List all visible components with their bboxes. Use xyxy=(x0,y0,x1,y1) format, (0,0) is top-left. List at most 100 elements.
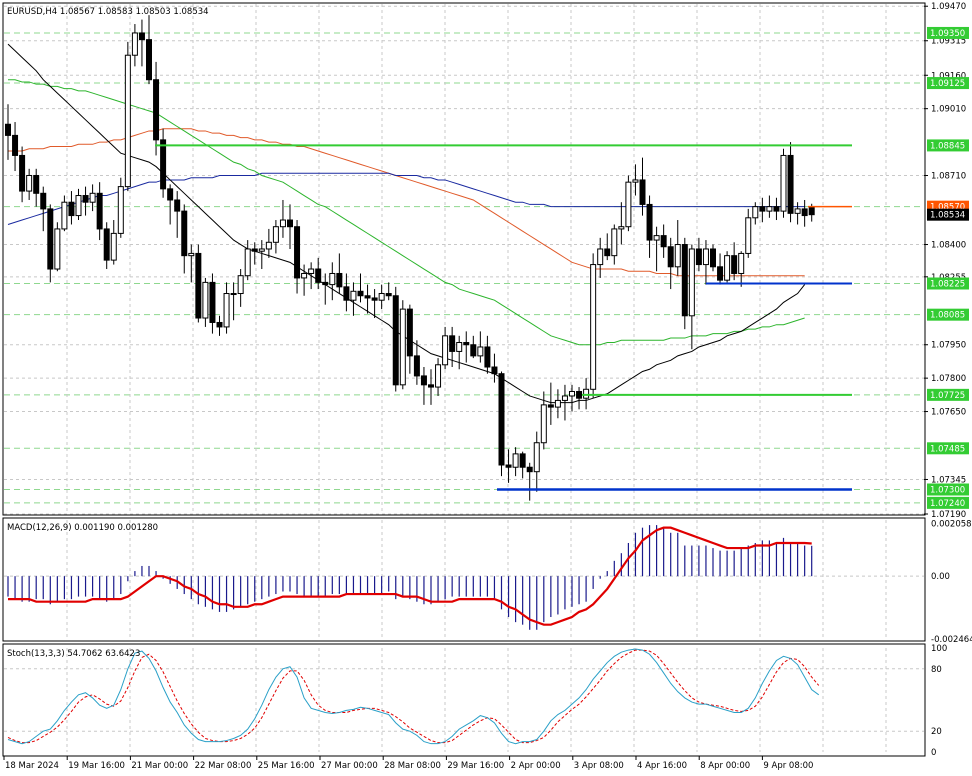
price-label: 1.07190 xyxy=(931,510,966,520)
macd-label: MACD(12,26,9) 0.001190 0.001280 xyxy=(7,523,158,533)
stoch-grid xyxy=(4,648,924,752)
price-tag-label: 1.07300 xyxy=(930,486,965,496)
time-label: 9 Apr 08:00 xyxy=(763,761,813,771)
candle-up xyxy=(435,364,442,388)
candle-up xyxy=(124,54,131,188)
price-label: 1.07345 xyxy=(931,475,966,485)
candle-down xyxy=(491,366,498,375)
price-tag-label: 1.07485 xyxy=(930,444,965,454)
time-label: 29 Mar 16:00 xyxy=(447,761,504,771)
candle-down xyxy=(216,321,223,328)
candle-down xyxy=(294,226,301,279)
candle-down xyxy=(96,192,103,230)
candle-up xyxy=(110,232,117,261)
stoch-lines xyxy=(7,648,820,745)
candle-down xyxy=(357,290,364,297)
price-panel[interactable] xyxy=(2,2,926,516)
price-tag-label: 1.08225 xyxy=(930,279,965,289)
candle-up xyxy=(202,281,209,319)
trend-lines[interactable] xyxy=(155,144,852,491)
candle-up xyxy=(569,391,575,397)
candle-up xyxy=(54,228,61,270)
price-tag-label: 1.08845 xyxy=(930,141,965,151)
time-label: 27 Mar 00:00 xyxy=(321,761,378,771)
price-label: 1.08710 xyxy=(931,171,966,181)
candle-down xyxy=(68,201,75,217)
candle-down xyxy=(343,286,350,301)
time-label: 4 Apr 16:00 xyxy=(637,761,687,771)
ma-red-line xyxy=(8,128,805,277)
price-tag xyxy=(927,496,969,509)
candle-up xyxy=(625,181,632,228)
price-tag xyxy=(927,139,969,152)
candle-down xyxy=(604,248,611,257)
candle-up xyxy=(89,192,96,203)
candle-up xyxy=(265,241,272,250)
stoch-axis: 100 80 20 0 xyxy=(931,644,947,758)
price-tag-label: 1.08570 xyxy=(930,203,965,213)
price-label: 1.09315 xyxy=(931,37,966,47)
candle-up xyxy=(117,186,124,234)
candle-down xyxy=(364,295,371,299)
candle-up xyxy=(583,388,590,399)
symbol-info: EURUSD,H4 1.08567 1.08583 1.08503 1.0853… xyxy=(7,7,209,17)
candle-up xyxy=(442,335,449,366)
price-axis: 1.09470 1.09315 1.09160 1.09010 1.08710 1.084… xyxy=(924,2,969,520)
candle-down xyxy=(576,391,583,399)
time-label: 25 Mar 16:00 xyxy=(258,761,315,771)
candle-up xyxy=(279,219,286,228)
price-label: 1.09160 xyxy=(931,71,966,81)
stoch-panel[interactable] xyxy=(2,643,926,757)
macd-histogram xyxy=(7,525,813,630)
candle-up xyxy=(794,208,801,214)
candle-down xyxy=(12,134,19,156)
ma-green-line xyxy=(8,79,805,346)
price-tag-label: 1.08534 xyxy=(930,211,965,221)
candle-up xyxy=(61,201,68,230)
candle-down xyxy=(413,355,420,377)
candle-down xyxy=(787,154,794,214)
candle-up xyxy=(653,235,660,241)
candlesticks[interactable] xyxy=(5,15,815,501)
price-tag-label: 1.09125 xyxy=(930,79,965,89)
candle-down xyxy=(428,384,434,388)
candle-up xyxy=(632,179,639,183)
candle-down xyxy=(710,248,716,268)
candle-up xyxy=(188,252,195,257)
candle-down xyxy=(392,295,399,386)
candle-up xyxy=(611,228,618,257)
candle-down xyxy=(336,272,343,288)
candle-up xyxy=(272,226,279,243)
candle-up xyxy=(512,453,519,468)
candle-up xyxy=(674,244,681,268)
moving-averages xyxy=(7,43,806,404)
candle-down xyxy=(251,248,258,252)
price-tag xyxy=(927,77,969,90)
macd-axis: 0.002058 0.00 -0.002464 xyxy=(931,520,972,645)
candle-down xyxy=(103,228,110,261)
price-tag xyxy=(927,26,969,39)
candle-up xyxy=(724,255,731,281)
candle-up xyxy=(752,206,759,219)
candle-up xyxy=(26,174,33,192)
candle-down xyxy=(660,235,667,248)
candle-down xyxy=(773,206,780,212)
candle-down xyxy=(759,206,766,212)
candle-down xyxy=(174,199,181,212)
candle-down xyxy=(646,203,653,241)
candle-down xyxy=(801,208,808,217)
price-label: 1.09010 xyxy=(931,105,966,115)
candle-down xyxy=(717,266,724,281)
candle-down xyxy=(322,281,329,286)
price-tag xyxy=(927,483,969,496)
candle-down xyxy=(519,453,526,468)
candle-up xyxy=(554,399,561,408)
stoch-label: Stoch(13,3,3) 54.7062 63.6423 xyxy=(7,649,140,659)
time-label: 2 Apr 00:00 xyxy=(511,761,561,771)
time-axis: 18 Mar 2024 19 Mar 16:00 21 Mar 00:00 22 Ma… xyxy=(3,756,813,771)
candle-down xyxy=(420,375,427,386)
candle-up xyxy=(456,342,463,352)
macd-panel[interactable] xyxy=(2,517,926,642)
